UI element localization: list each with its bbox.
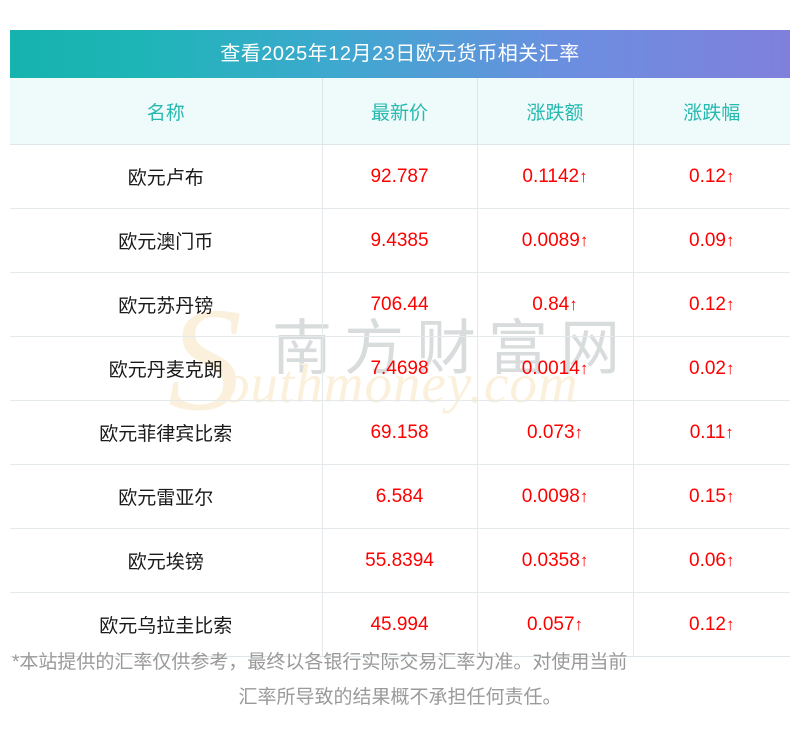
percent-value: 0.06: [689, 549, 726, 571]
percent-value: 0.15: [689, 485, 726, 507]
column-header-percent[interactable]: 涨跌幅: [633, 78, 790, 145]
table-row[interactable]: 欧元丹麦克朗 7.4698 0.0014↑ 0.02↑: [10, 336, 790, 401]
cell-currency-name: 欧元乌拉圭比索: [10, 592, 323, 657]
percent-value: 0.12: [689, 165, 726, 187]
arrow-up-icon: ↑: [725, 294, 735, 314]
change-value: 0.0089: [521, 229, 580, 251]
column-header-change[interactable]: 涨跌额: [477, 78, 634, 145]
cell-currency-name: 欧元丹麦克朗: [10, 336, 323, 401]
cell-change-amount: 0.0089↑: [477, 208, 634, 273]
cell-change-amount: 0.1142↑: [477, 144, 634, 209]
change-value: 0.0358: [521, 549, 580, 571]
cell-change-percent: 0.12↑: [633, 144, 790, 209]
arrow-up-icon: ↑: [569, 294, 578, 314]
cell-currency-name: 欧元雷亚尔: [10, 464, 323, 529]
arrow-up-icon: ↑: [579, 358, 589, 378]
cell-change-amount: 0.0358↑: [477, 528, 634, 593]
table-row[interactable]: 欧元卢布 92.787 0.1142↑ 0.12↑: [10, 144, 790, 209]
exchange-rate-table: 名称 最新价 涨跌额 涨跌幅 欧元卢布 92.787 0.1142↑ 0.12↑…: [10, 78, 790, 657]
cell-latest-price: 6.584: [322, 464, 478, 529]
cell-change-percent: 0.12↑: [633, 272, 790, 337]
arrow-up-icon: ↑: [725, 166, 735, 186]
change-value: 0.057: [526, 613, 575, 635]
percent-value: 0.11: [689, 421, 726, 443]
cell-latest-price: 92.787: [322, 144, 478, 209]
arrow-up-icon: ↑: [725, 550, 735, 570]
cell-currency-name: 欧元卢布: [10, 144, 323, 209]
cell-change-percent: 0.11↑: [633, 400, 790, 465]
cell-change-amount: 0.84↑: [477, 272, 634, 337]
cell-change-amount: 0.073↑: [477, 400, 634, 465]
table-header: 名称 最新价 涨跌额 涨跌幅: [10, 78, 790, 145]
cell-change-percent: 0.09↑: [633, 208, 790, 273]
arrow-up-icon: ↑: [725, 358, 735, 378]
cell-latest-price: 69.158: [322, 400, 478, 465]
arrow-up-icon: ↑: [579, 550, 589, 570]
cell-currency-name: 欧元苏丹镑: [10, 272, 323, 337]
table-row[interactable]: 欧元菲律宾比索 69.158 0.073↑ 0.11↑: [10, 400, 790, 465]
arrow-up-icon: ↑: [725, 422, 734, 442]
arrow-up-icon: ↑: [574, 422, 584, 442]
percent-value: 0.02: [689, 357, 726, 379]
cell-change-percent: 0.12↑: [633, 592, 790, 657]
arrow-up-icon: ↑: [579, 166, 588, 186]
column-header-price[interactable]: 最新价: [322, 78, 478, 145]
arrow-up-icon: ↑: [574, 614, 584, 634]
table-body: 欧元卢布 92.787 0.1142↑ 0.12↑ 欧元澳门币 9.4385 0…: [10, 144, 790, 657]
table-row[interactable]: 欧元澳门币 9.4385 0.0089↑ 0.09↑: [10, 208, 790, 273]
cell-currency-name: 欧元埃镑: [10, 528, 323, 593]
cell-latest-price: 9.4385: [322, 208, 478, 273]
change-value: 0.84: [532, 293, 570, 315]
cell-change-amount: 0.057↑: [477, 592, 634, 657]
disclaimer-line-1: *本站提供的汇率仅供参考，最终以各银行实际交易汇率为准。对使用当前: [12, 652, 628, 673]
cell-change-percent: 0.06↑: [633, 528, 790, 593]
cell-change-percent: 0.15↑: [633, 464, 790, 529]
arrow-up-icon: ↑: [725, 230, 735, 250]
arrow-up-icon: ↑: [725, 486, 735, 506]
cell-latest-price: 45.994: [322, 592, 478, 657]
cell-currency-name: 欧元菲律宾比索: [10, 400, 323, 465]
arrow-up-icon: ↑: [579, 486, 589, 506]
table-row[interactable]: 欧元苏丹镑 706.44 0.84↑ 0.12↑: [10, 272, 790, 337]
page-title-bar: 查看2025年12月23日欧元货币相关汇率: [10, 30, 790, 78]
cell-change-percent: 0.02↑: [633, 336, 790, 401]
arrow-up-icon: ↑: [725, 614, 735, 634]
cell-latest-price: 706.44: [322, 272, 478, 337]
percent-value: 0.09: [689, 229, 726, 251]
change-value: 0.0098: [521, 485, 580, 507]
cell-change-amount: 0.0098↑: [477, 464, 634, 529]
cell-latest-price: 7.4698: [322, 336, 478, 401]
table-header-row: 名称 最新价 涨跌额 涨跌幅: [10, 78, 790, 145]
disclaimer-note: *本站提供的汇率仅供参考，最终以各银行实际交易汇率为准。对使用当前 汇率所导致的…: [12, 645, 788, 715]
change-value: 0.0014: [521, 357, 580, 379]
cell-currency-name: 欧元澳门币: [10, 208, 323, 273]
disclaimer-line-2: 汇率所导致的结果概不承担任何责任。: [238, 687, 562, 708]
column-header-name[interactable]: 名称: [10, 78, 323, 145]
table-row[interactable]: 欧元乌拉圭比索 45.994 0.057↑ 0.12↑: [10, 592, 790, 657]
page-title: 查看2025年12月23日欧元货币相关汇率: [220, 43, 580, 65]
percent-value: 0.12: [689, 613, 726, 635]
percent-value: 0.12: [689, 293, 726, 315]
table-row[interactable]: 欧元雷亚尔 6.584 0.0098↑ 0.15↑: [10, 464, 790, 529]
change-value: 0.073: [526, 421, 575, 443]
table-row[interactable]: 欧元埃镑 55.8394 0.0358↑ 0.06↑: [10, 528, 790, 593]
cell-latest-price: 55.8394: [322, 528, 478, 593]
cell-change-amount: 0.0014↑: [477, 336, 634, 401]
change-value: 0.1142: [522, 165, 580, 187]
arrow-up-icon: ↑: [579, 230, 589, 250]
